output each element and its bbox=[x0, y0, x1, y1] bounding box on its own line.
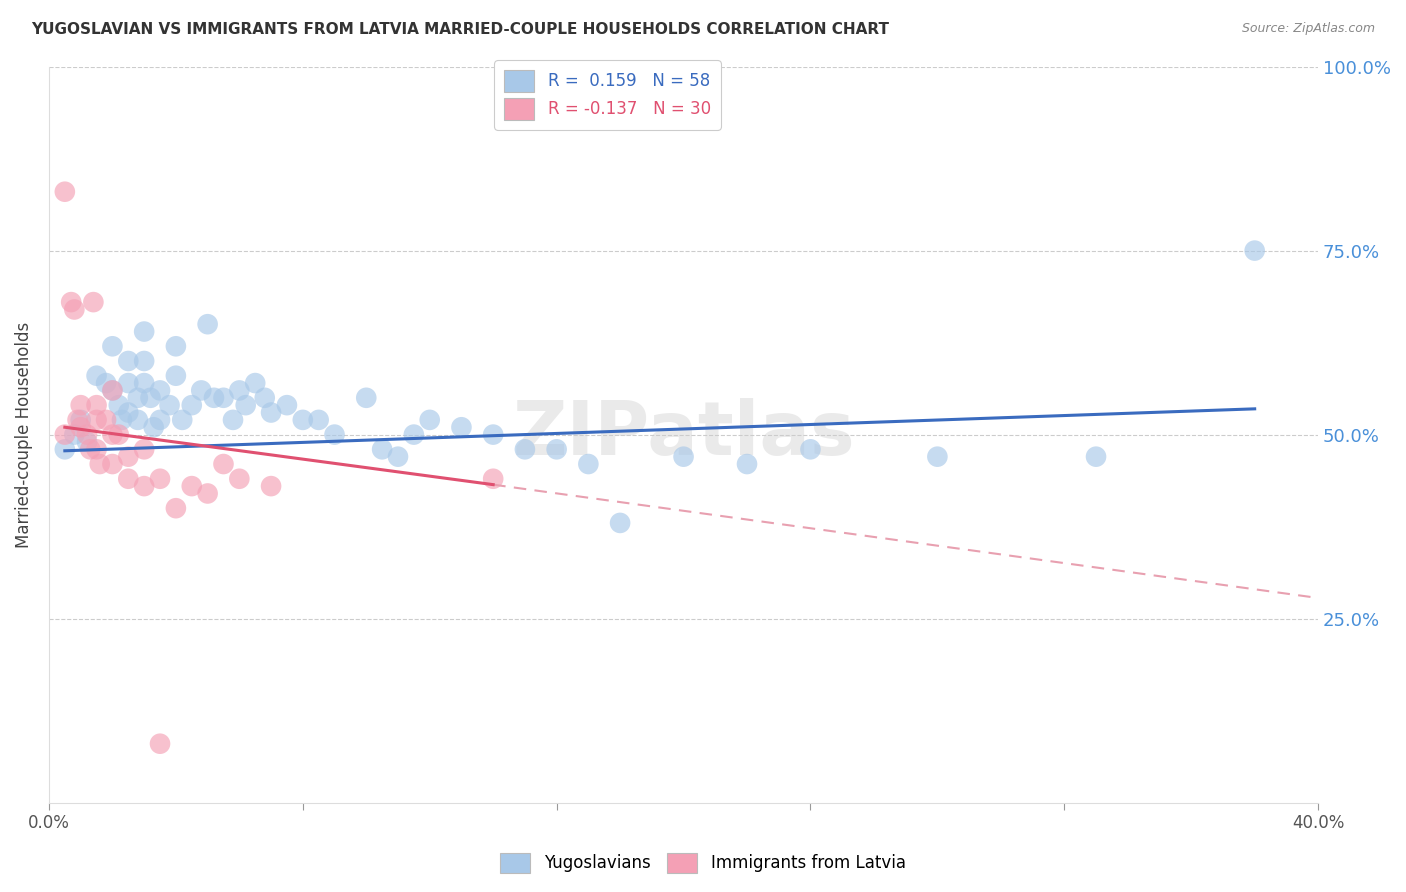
Y-axis label: Married-couple Households: Married-couple Households bbox=[15, 321, 32, 548]
Point bbox=[53, 427, 76, 442]
Point bbox=[142, 420, 165, 434]
Point bbox=[172, 413, 194, 427]
Point bbox=[53, 442, 76, 457]
Point bbox=[134, 354, 156, 368]
Point bbox=[159, 398, 181, 412]
Point bbox=[482, 427, 505, 442]
Point bbox=[180, 398, 202, 412]
Point bbox=[127, 391, 149, 405]
Point bbox=[101, 457, 124, 471]
Point bbox=[212, 457, 235, 471]
Point bbox=[202, 391, 225, 405]
Point bbox=[149, 472, 172, 486]
Point bbox=[134, 325, 156, 339]
Point bbox=[260, 405, 283, 419]
Point bbox=[111, 413, 134, 427]
Point bbox=[63, 427, 86, 442]
Point bbox=[86, 398, 108, 412]
Point bbox=[94, 376, 117, 390]
Point bbox=[190, 384, 212, 398]
Point bbox=[672, 450, 695, 464]
Legend: Yugoslavians, Immigrants from Latvia: Yugoslavians, Immigrants from Latvia bbox=[494, 847, 912, 880]
Point bbox=[149, 413, 172, 427]
Point bbox=[76, 434, 98, 449]
Point bbox=[149, 384, 172, 398]
Point bbox=[387, 450, 409, 464]
Point bbox=[101, 427, 124, 442]
Point bbox=[419, 413, 441, 427]
Point bbox=[101, 384, 124, 398]
Point bbox=[117, 354, 139, 368]
Point bbox=[134, 479, 156, 493]
Point bbox=[323, 427, 346, 442]
Point bbox=[69, 398, 91, 412]
Point bbox=[546, 442, 568, 457]
Point bbox=[139, 391, 162, 405]
Point bbox=[371, 442, 394, 457]
Point bbox=[86, 442, 108, 457]
Point bbox=[89, 457, 111, 471]
Point bbox=[101, 339, 124, 353]
Point bbox=[253, 391, 276, 405]
Point bbox=[165, 501, 187, 516]
Point bbox=[69, 413, 91, 427]
Point bbox=[76, 427, 98, 442]
Point bbox=[117, 472, 139, 486]
Point bbox=[1085, 450, 1108, 464]
Point bbox=[127, 413, 149, 427]
Point bbox=[735, 457, 758, 471]
Point bbox=[228, 472, 250, 486]
Point bbox=[212, 391, 235, 405]
Point bbox=[197, 486, 219, 500]
Point bbox=[134, 442, 156, 457]
Point bbox=[94, 413, 117, 427]
Point bbox=[117, 405, 139, 419]
Point bbox=[69, 420, 91, 434]
Legend: R =  0.159   N = 58, R = -0.137   N = 30: R = 0.159 N = 58, R = -0.137 N = 30 bbox=[494, 61, 721, 129]
Point bbox=[86, 413, 108, 427]
Point bbox=[927, 450, 949, 464]
Text: Source: ZipAtlas.com: Source: ZipAtlas.com bbox=[1241, 22, 1375, 36]
Point bbox=[117, 450, 139, 464]
Point bbox=[799, 442, 821, 457]
Point bbox=[149, 737, 172, 751]
Point bbox=[276, 398, 298, 412]
Point bbox=[66, 413, 89, 427]
Point bbox=[235, 398, 257, 412]
Point bbox=[576, 457, 599, 471]
Point bbox=[107, 427, 129, 442]
Point bbox=[228, 384, 250, 398]
Point bbox=[53, 185, 76, 199]
Point bbox=[609, 516, 631, 530]
Point bbox=[291, 413, 314, 427]
Point bbox=[222, 413, 245, 427]
Point bbox=[101, 384, 124, 398]
Point bbox=[82, 295, 104, 310]
Point bbox=[245, 376, 267, 390]
Point bbox=[450, 420, 472, 434]
Point bbox=[1243, 244, 1265, 258]
Point bbox=[165, 339, 187, 353]
Point bbox=[197, 317, 219, 331]
Point bbox=[260, 479, 283, 493]
Point bbox=[117, 376, 139, 390]
Point bbox=[60, 295, 83, 310]
Point bbox=[482, 472, 505, 486]
Point bbox=[86, 368, 108, 383]
Point bbox=[79, 442, 101, 457]
Point bbox=[165, 368, 187, 383]
Point bbox=[308, 413, 330, 427]
Point bbox=[63, 302, 86, 317]
Point bbox=[134, 376, 156, 390]
Point bbox=[107, 398, 129, 412]
Text: YUGOSLAVIAN VS IMMIGRANTS FROM LATVIA MARRIED-COUPLE HOUSEHOLDS CORRELATION CHAR: YUGOSLAVIAN VS IMMIGRANTS FROM LATVIA MA… bbox=[31, 22, 889, 37]
Text: ZIPatlas: ZIPatlas bbox=[512, 398, 855, 471]
Point bbox=[180, 479, 202, 493]
Point bbox=[356, 391, 378, 405]
Point bbox=[513, 442, 536, 457]
Point bbox=[402, 427, 425, 442]
